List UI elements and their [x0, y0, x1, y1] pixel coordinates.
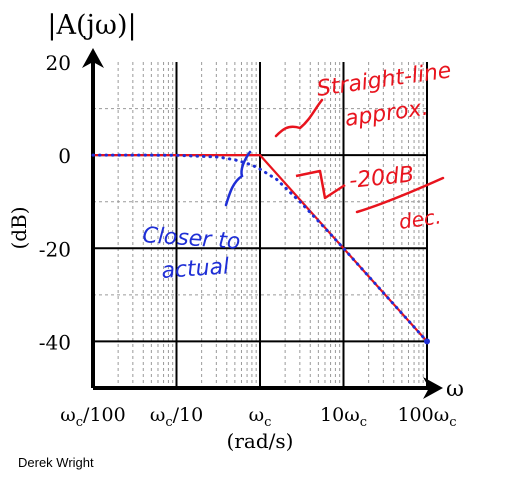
- credit-text: Derek Wright: [18, 455, 94, 470]
- y-tick-label: -20: [39, 237, 71, 261]
- annotation-approx: approx.: [343, 96, 430, 132]
- y-tick-label: -40: [39, 330, 71, 354]
- x-tick-label: 100ωc: [397, 404, 456, 430]
- y-axis-arrow: [82, 48, 104, 68]
- annotation-actual: actual: [161, 254, 230, 284]
- slope-bracket: [295, 169, 346, 200]
- annotation-slope: -20dB: [348, 162, 415, 194]
- slope-underline: [355, 176, 445, 214]
- series-line-actual: [91, 153, 429, 343]
- x-axis-symbol: ω: [446, 377, 464, 402]
- x-tick-labels: ωc/100 ωc/10 ωc 10ωc 100ωc: [60, 404, 456, 430]
- series-layer: [91, 153, 430, 345]
- x-tick-label: ωc/100: [60, 404, 125, 430]
- y-tick-label: 0: [58, 144, 71, 168]
- annotation-strokes: [224, 98, 445, 214]
- pointer-to-asymptote: [274, 98, 324, 138]
- x-tick-label: ωc/10: [150, 404, 203, 430]
- x-axis-arrow: [423, 377, 443, 399]
- axes: [82, 48, 443, 399]
- series-endpoint: [424, 338, 430, 345]
- y-tick-labels: 20 0 -20 -40: [39, 51, 71, 354]
- y-tick-label: 20: [46, 51, 71, 75]
- x-axis-label: (rad/s): [227, 429, 294, 453]
- grid-lines: [92, 62, 428, 389]
- y-axis-label: (dB): [7, 206, 31, 249]
- chart-title: |A(jω)|: [47, 10, 136, 41]
- x-tick-label: 10ωc: [320, 404, 367, 430]
- annotation-closer-to: Closer to: [142, 223, 242, 255]
- pointer-to-actual: [224, 150, 252, 207]
- annotation-per-decade: dec.: [397, 204, 442, 234]
- annotation-straight-line: Straight-line: [315, 58, 453, 102]
- x-tick-label: ωc: [249, 404, 272, 430]
